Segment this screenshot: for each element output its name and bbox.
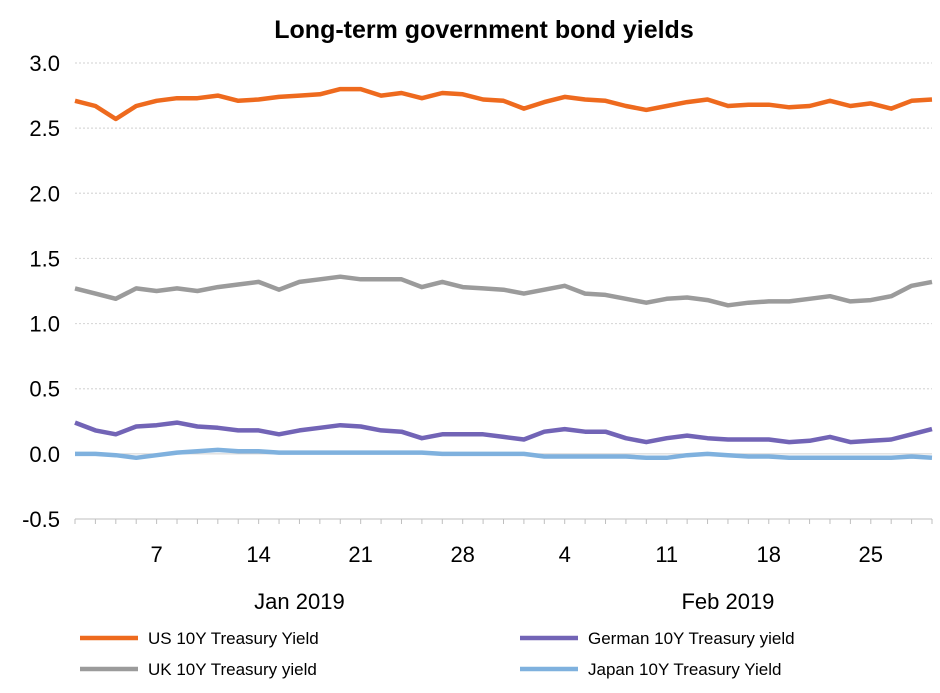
series-lines <box>74 86 933 461</box>
y-tick-label: -0.5 <box>22 507 60 532</box>
y-tick-label: 1.0 <box>29 312 60 337</box>
legend-label: Japan 10Y Treasury Yield <box>588 660 781 679</box>
x-tick-label: 21 <box>348 542 372 567</box>
month-label: Feb 2019 <box>681 589 774 614</box>
legend-label: German 10Y Treasury yield <box>588 629 795 648</box>
series-line-us <box>74 86 933 122</box>
series-line-japan <box>75 447 933 461</box>
x-tick-label: 28 <box>450 542 474 567</box>
legend-label: UK 10Y Treasury yield <box>148 660 317 679</box>
y-axis: 3.0 2.5 2.0 1.5 1.0 0.5 0.0 -0.5 <box>22 51 60 532</box>
x-tick-label: 25 <box>859 542 883 567</box>
y-tick-label: 0.5 <box>29 377 60 402</box>
x-tick-label: 18 <box>757 542 781 567</box>
y-tick-label: 3.0 <box>29 51 60 76</box>
chart-title: Long-term government bond yields <box>274 16 693 44</box>
y-tick-label: 1.5 <box>29 246 60 271</box>
x-tick-label: 11 <box>655 542 678 567</box>
legend-label: US 10Y Treasury Yield <box>148 629 319 648</box>
y-tick-label: 2.5 <box>29 116 60 141</box>
y-tick-label: 2.0 <box>29 181 60 206</box>
month-label: Jan 2019 <box>254 589 345 614</box>
gridlines <box>75 62 932 455</box>
x-axis: 7 14 21 28 4 11 18 25 Jan 2019 Feb 2019 <box>74 518 933 614</box>
x-tick-label: 4 <box>559 542 571 567</box>
y-tick-label: 0.0 <box>29 442 60 467</box>
x-tick-label: 14 <box>246 542 270 567</box>
legend: US 10Y Treasury Yield UK 10Y Treasury yie… <box>80 629 795 679</box>
series-line-uk <box>74 274 933 308</box>
series-line-german <box>74 420 933 445</box>
x-tick-label: 7 <box>150 542 162 567</box>
